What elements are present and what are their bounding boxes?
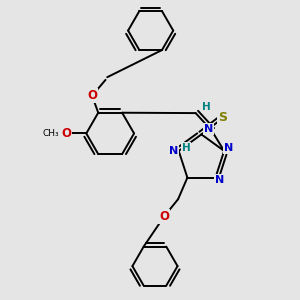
Text: CH₃: CH₃ xyxy=(43,129,59,138)
Text: N: N xyxy=(224,143,233,153)
Text: O: O xyxy=(87,89,97,102)
Text: H: H xyxy=(182,142,190,153)
Text: N: N xyxy=(215,175,224,185)
Text: N: N xyxy=(169,146,178,156)
Text: N: N xyxy=(204,124,213,134)
Text: H: H xyxy=(202,102,211,112)
Text: S: S xyxy=(218,111,227,124)
Text: O: O xyxy=(61,127,71,140)
Text: O: O xyxy=(159,210,169,223)
